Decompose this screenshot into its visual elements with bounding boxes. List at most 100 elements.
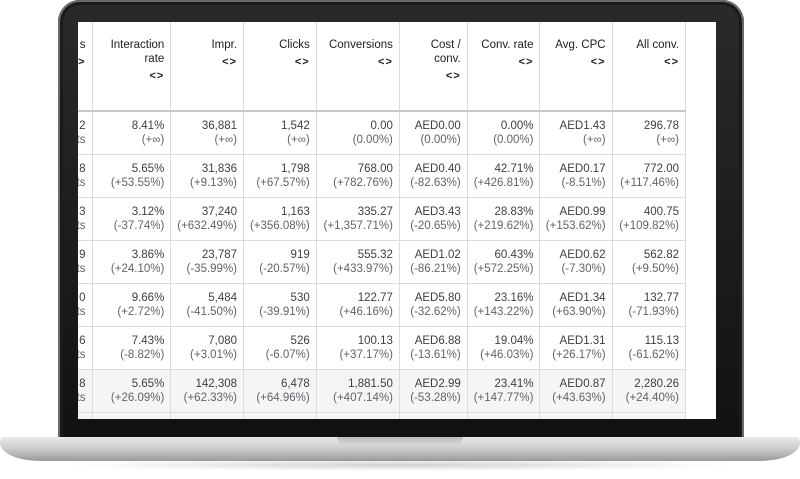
- table-cell: AED1.43 (+∞): [539, 111, 613, 155]
- table-cell: AED0.99 (+153.62%): [539, 197, 613, 241]
- table-cell: 37,240 (+632.49%): [170, 197, 245, 241]
- sort-arrows-icon[interactable]: <>: [664, 56, 679, 68]
- table-cell: 132.77 (-71.93%): [612, 283, 687, 327]
- table-row: 8 ts 5.65% (+26.09%) 142,308 (+62.33%) 6,478 (+…: [78, 369, 687, 413]
- cell-change: (+∞): [583, 134, 606, 146]
- sort-arrows-icon[interactable]: <>: [149, 70, 165, 82]
- cell-change: (+143.22%): [473, 306, 534, 318]
- table-row: 2 ts 8.41% (+∞) 36,881 (+∞) 1,542 (+∞) 0.00 (0.00…: [78, 111, 687, 155]
- cell-change: (-13.61%): [410, 349, 461, 361]
- cell-value: 1,542: [280, 120, 310, 132]
- table-cell: AED2.99(-52.86%): [399, 412, 468, 419]
- table-cell: 6 ts: [78, 326, 93, 370]
- column-header[interactable]: s >: [78, 22, 93, 112]
- cell-change: (-8.82%): [120, 349, 165, 361]
- table-cell: 3 ts: [78, 197, 93, 241]
- table-cell: 115.13 (-61.62%): [612, 326, 687, 370]
- sort-arrows-icon[interactable]: <>: [590, 56, 606, 68]
- cell-value: 19.04%: [494, 335, 534, 347]
- cell-value: 8: [79, 163, 86, 175]
- table-cell: 42.71% (+426.81%): [467, 154, 541, 198]
- table-cell: 768.00 (+782.76%): [316, 154, 400, 198]
- cell-change: (+53.55%): [110, 177, 165, 189]
- cell-value: 9.66%: [131, 292, 165, 304]
- cell-change: (+2.72%): [117, 306, 165, 318]
- laptop-shadow: [60, 459, 740, 471]
- cell-change: (+407.14%): [333, 392, 393, 404]
- cell-value: 555.32: [357, 249, 393, 261]
- cell-change: (-35.99%): [186, 263, 238, 275]
- table-cell: AED2.99 (-53.28%): [399, 369, 468, 413]
- table-cell: 1,798 (+67.57%): [243, 154, 317, 198]
- sort-arrows-icon[interactable]: <>: [518, 56, 534, 68]
- cell-change: (+109.82%): [619, 220, 679, 232]
- cell-value: 526: [290, 335, 310, 347]
- column-header-impressions[interactable]: Impr. <>: [170, 22, 245, 112]
- cell-value: AED0.40: [414, 163, 461, 175]
- column-header-clicks[interactable]: Clicks <>: [243, 22, 317, 112]
- table-row: 3 ts 3.12% (-37.74%) 37,240 (+632.49%) 1,163 (+…: [78, 197, 687, 241]
- cell-change: (-41.50%): [186, 306, 238, 318]
- cell-value: 8: [79, 378, 86, 390]
- cell-change: (+356.08%): [249, 220, 310, 232]
- cell-value: AED2.99: [414, 378, 461, 390]
- cell-change: ts: [78, 177, 86, 189]
- table-cell: 1,542 (+∞): [243, 111, 317, 155]
- table-row: 0 ts 9.66% (+2.72%) 5,484 (-41.50%) 530 (-39.91…: [78, 283, 687, 327]
- table-cell: 28.83% (+219.62%): [467, 197, 541, 241]
- column-header-conversions[interactable]: Conversions <>: [316, 22, 400, 112]
- sort-arrows-icon[interactable]: <>: [222, 56, 238, 68]
- cell-value: 7.43%: [131, 335, 165, 347]
- sort-arrows-icon[interactable]: <>: [294, 56, 310, 68]
- column-header-interaction-rate[interactable]: Interaction rate <>: [92, 22, 172, 112]
- column-header-all-conv[interactable]: All conv. <>: [612, 22, 687, 112]
- column-header-conv-rate[interactable]: Conv. rate <>: [467, 22, 541, 112]
- table-cell: 335.27 (+1,357.71%): [316, 197, 400, 241]
- table-cell: 2,280.26 (+24.40%): [612, 369, 687, 413]
- table-cell: 0.00% (0.00%): [467, 111, 541, 155]
- table-cell: 19.04% (+46.03%): [467, 326, 541, 370]
- cell-value: 1,798: [280, 163, 310, 175]
- cell-change: ts: [78, 263, 86, 275]
- cell-value: 132.77: [643, 292, 679, 304]
- cell-change: (-37.74%): [113, 220, 165, 232]
- sort-arrows-icon[interactable]: <>: [445, 70, 461, 82]
- cell-change: (+46.03%): [480, 349, 534, 361]
- cell-change: (+9.50%): [632, 263, 679, 275]
- table-cell: 8.41% (+∞): [92, 111, 172, 155]
- table-cell: 1,881.50(+379.97%): [316, 412, 400, 419]
- cell-change: (+147.77%): [473, 392, 534, 404]
- table-cell: AED5.80 (-32.62%): [399, 283, 468, 327]
- table-cell: 526 (-6.07%): [243, 326, 317, 370]
- cell-value: 8.41%: [131, 120, 165, 132]
- table-cell: 2 ts: [78, 111, 93, 155]
- table-cell: 100.13 (+37.17%): [316, 326, 400, 370]
- cell-change: (-6.07%): [265, 349, 310, 361]
- table-cell: 8ts: [78, 412, 93, 419]
- sort-arrows-icon[interactable]: >: [78, 56, 86, 68]
- sort-arrows-icon[interactable]: <>: [378, 56, 393, 68]
- table-header-row: s > Interaction rate <> Impr. <> Clicks <> C…: [78, 22, 687, 112]
- table-cell: 5.65% (+26.09%): [92, 369, 172, 413]
- cell-value: 23.41%: [494, 378, 534, 390]
- cell-change: ts: [78, 349, 86, 361]
- cell-value: 5.65%: [131, 163, 165, 175]
- cell-value: 115.13: [644, 335, 679, 347]
- cell-change: (+24.40%): [625, 392, 679, 404]
- cell-value: 768.00: [357, 163, 393, 175]
- cell-change: (+37.17%): [339, 349, 393, 361]
- cell-value: 296.78: [643, 120, 679, 132]
- column-header-cost-per-conv[interactable]: Cost / conv. <>: [399, 22, 468, 112]
- cell-value: 28.83%: [494, 206, 534, 218]
- cell-value: 3.86%: [131, 249, 165, 261]
- cell-value: 6,478: [280, 378, 310, 390]
- cell-value: 36,881: [201, 120, 238, 132]
- table-cell: 9 ts: [78, 240, 93, 284]
- table-cell: 8ts: [78, 369, 93, 413]
- cell-value: AED6.88: [414, 335, 461, 347]
- cell-change: (+153.62%): [545, 220, 606, 232]
- table-cell: AED1.02 (-86.21%): [399, 240, 468, 284]
- column-header-avg-cpc[interactable]: Avg. CPC <>: [539, 22, 613, 112]
- cell-change: (+∞): [287, 134, 310, 146]
- table-cell: AED0.87(+44.68%): [539, 412, 613, 419]
